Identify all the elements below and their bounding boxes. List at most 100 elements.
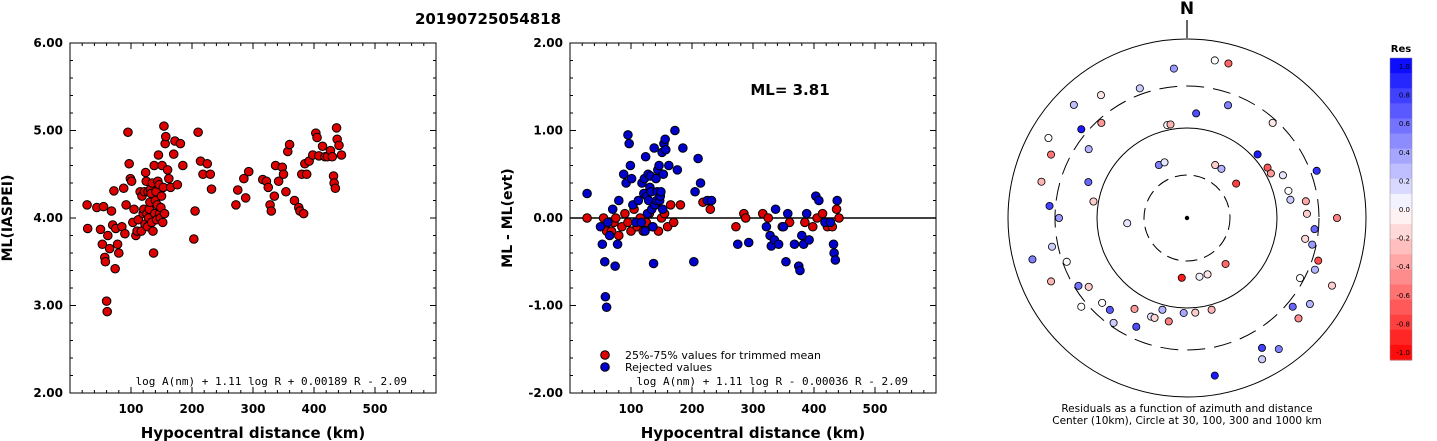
- station-point: [1221, 259, 1230, 268]
- data-point: [159, 208, 170, 219]
- data-point: [298, 208, 309, 219]
- data-point: [232, 185, 243, 195]
- station-point: [1284, 186, 1293, 195]
- data-point: [657, 204, 668, 215]
- station-point: [1288, 302, 1297, 311]
- data-point: [648, 258, 659, 269]
- station-point: [1098, 298, 1107, 307]
- data-point: [599, 256, 610, 267]
- magnitude-panel: 100 200 300 400 500 2.00 3.00 4.00 5.00 6.00 Hypo…: [0, 36, 437, 441]
- data-point: [98, 201, 109, 212]
- data-point: [82, 223, 93, 234]
- data-point: [651, 173, 661, 184]
- x-tick-label: 100: [618, 402, 643, 416]
- data-point: [153, 150, 164, 160]
- station-point: [1217, 164, 1226, 173]
- colorbar-tick-label: 0.4: [1399, 149, 1411, 157]
- colorbar-cell: [1390, 329, 1412, 346]
- colorbar-cell: [1390, 178, 1412, 195]
- data-point: [162, 165, 173, 175]
- data-point: [269, 191, 280, 201]
- data-point: [801, 208, 812, 219]
- station-point: [1266, 169, 1275, 178]
- data-point: [732, 239, 743, 250]
- data-point: [100, 256, 111, 267]
- data-point: [693, 153, 703, 164]
- station-point: [1224, 101, 1233, 110]
- data-point: [636, 217, 647, 228]
- data-point: [825, 217, 836, 228]
- data-point: [782, 208, 793, 219]
- data-point: [664, 160, 674, 171]
- caption-line-2: Center (10km), Circle at 30, 100, 300 an…: [1052, 415, 1322, 427]
- station-point: [1158, 305, 1167, 314]
- data-point: [600, 291, 611, 302]
- station-point: [1074, 281, 1083, 290]
- y-tick-label: 4.00: [33, 211, 63, 225]
- station-point: [1207, 305, 1216, 314]
- station-point: [1160, 158, 1169, 167]
- ring-100km: [1096, 127, 1278, 309]
- data-point: [106, 206, 117, 216]
- data-point: [114, 248, 124, 258]
- data-point: [830, 255, 841, 265]
- station-point: [1305, 300, 1314, 309]
- data-point: [317, 141, 328, 152]
- data-point: [190, 206, 200, 216]
- station-point: [1055, 213, 1064, 222]
- station-point: [1089, 197, 1098, 206]
- data-point: [334, 140, 344, 151]
- data-point: [126, 176, 137, 187]
- station-point: [1274, 345, 1283, 354]
- colorbar-cell: [1390, 163, 1412, 180]
- station-point: [1224, 59, 1233, 68]
- data-point: [582, 188, 592, 199]
- colorbar-cell: [1390, 88, 1412, 104]
- data-point: [789, 239, 800, 250]
- data-point: [301, 169, 312, 180]
- data-point: [706, 195, 717, 206]
- station-point: [1048, 242, 1057, 251]
- residual-panel: 100 200 300 400 500 -2.00 -1.00 0.00 1.00 2.00 ML…: [500, 36, 937, 441]
- data-point: [672, 165, 683, 175]
- data-point: [123, 127, 133, 138]
- data-point: [189, 234, 199, 244]
- colorbar-tick-label: 0.8: [1399, 92, 1410, 100]
- data-point: [633, 195, 644, 206]
- station-point: [1268, 118, 1277, 127]
- colorbar-tick-label: -0.6: [1396, 292, 1410, 300]
- x-tick-label: 500: [862, 402, 887, 416]
- data-point: [620, 208, 630, 219]
- data-point: [133, 214, 144, 225]
- station-point: [1296, 274, 1305, 283]
- colorbar-cell: [1390, 209, 1412, 225]
- data-point: [660, 144, 671, 155]
- station-point: [1097, 118, 1106, 127]
- colorbar-cell: [1390, 254, 1412, 270]
- station-point: [1077, 125, 1086, 134]
- data-point: [601, 302, 612, 313]
- x-tick-label: 400: [301, 402, 326, 416]
- data-point: [804, 235, 814, 245]
- event-title: 20190725054818: [415, 10, 561, 28]
- station-point: [1166, 120, 1175, 129]
- station-point: [1195, 272, 1204, 281]
- data-point: [273, 176, 284, 187]
- data-point: [312, 132, 322, 143]
- station-point: [1045, 201, 1054, 210]
- data-point: [597, 239, 608, 250]
- data-point: [327, 151, 338, 162]
- data-point: [614, 195, 624, 206]
- data-point: [623, 217, 633, 228]
- data-point: [649, 143, 659, 153]
- station-point: [1130, 304, 1139, 313]
- data-point: [763, 213, 774, 223]
- data-point: [595, 221, 606, 232]
- colorbar-frame: [1389, 57, 1413, 361]
- data-point: [206, 184, 217, 194]
- data-point: [281, 186, 291, 197]
- station-point: [1084, 282, 1093, 291]
- station-point: [1286, 195, 1295, 204]
- station-point: [1077, 302, 1086, 311]
- data-point: [618, 169, 629, 180]
